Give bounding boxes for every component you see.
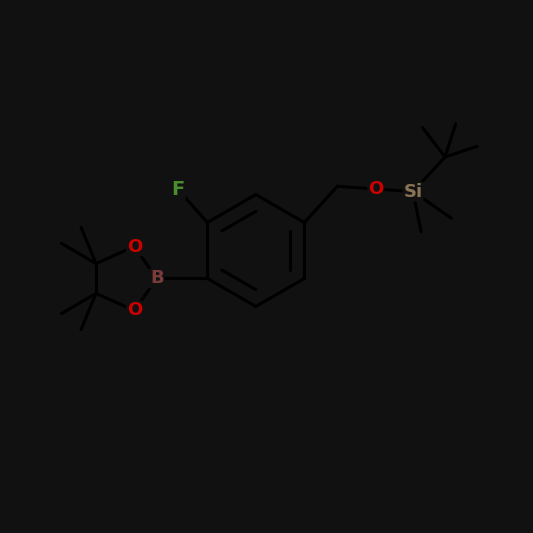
Text: O: O: [127, 238, 142, 255]
Text: B: B: [150, 270, 164, 287]
Text: O: O: [127, 302, 142, 319]
Text: O: O: [368, 180, 383, 198]
Text: F: F: [172, 180, 184, 199]
Text: Si: Si: [403, 183, 423, 200]
